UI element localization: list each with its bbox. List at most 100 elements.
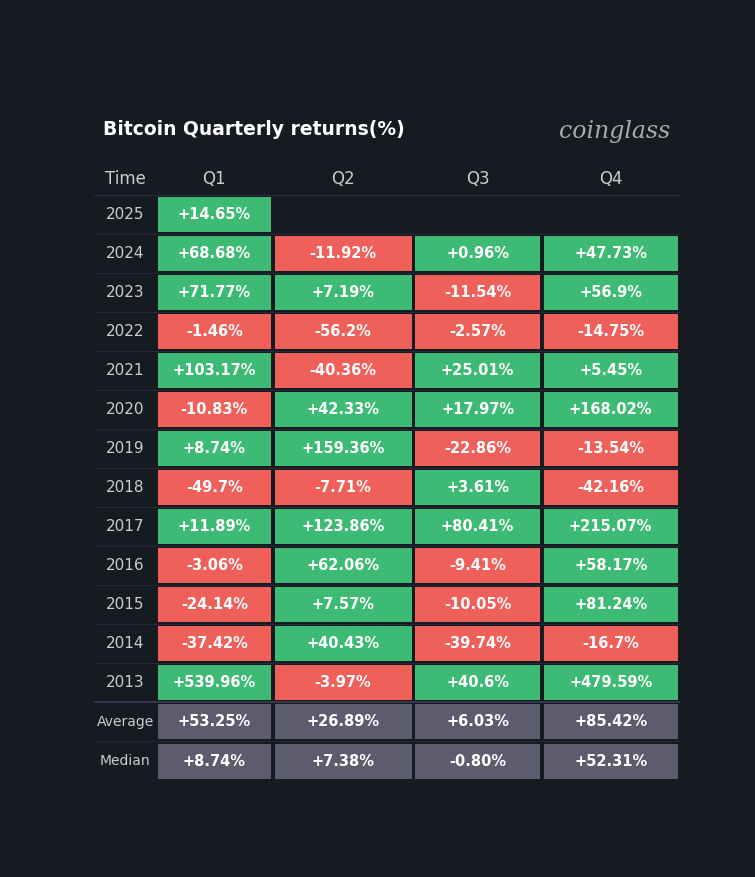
FancyBboxPatch shape (415, 275, 541, 310)
Text: 2014: 2014 (106, 637, 144, 652)
FancyBboxPatch shape (415, 510, 541, 545)
FancyBboxPatch shape (415, 470, 541, 505)
Text: coinglass: coinglass (559, 120, 670, 143)
Text: +81.24%: +81.24% (574, 597, 647, 612)
FancyBboxPatch shape (415, 392, 541, 427)
Text: +85.42%: +85.42% (574, 715, 647, 730)
Text: 2015: 2015 (106, 597, 144, 612)
FancyBboxPatch shape (415, 431, 541, 467)
Text: Q2: Q2 (331, 170, 355, 188)
FancyBboxPatch shape (544, 548, 678, 583)
FancyBboxPatch shape (415, 548, 541, 583)
Text: +40.43%: +40.43% (307, 637, 380, 652)
Text: +103.17%: +103.17% (173, 363, 256, 378)
Text: -24.14%: -24.14% (181, 597, 248, 612)
Text: +0.96%: +0.96% (446, 246, 509, 261)
FancyBboxPatch shape (158, 626, 271, 661)
Text: Q3: Q3 (466, 170, 489, 188)
FancyBboxPatch shape (275, 626, 411, 661)
Text: -10.05%: -10.05% (444, 597, 511, 612)
FancyBboxPatch shape (544, 510, 678, 545)
Text: +14.65%: +14.65% (177, 207, 251, 222)
Text: +42.33%: +42.33% (307, 403, 380, 417)
FancyBboxPatch shape (275, 392, 411, 427)
Text: -3.06%: -3.06% (186, 559, 243, 574)
Text: +8.74%: +8.74% (183, 753, 246, 768)
Text: +68.68%: +68.68% (177, 246, 251, 261)
FancyBboxPatch shape (415, 626, 541, 661)
Text: +52.31%: +52.31% (574, 753, 647, 768)
Text: 2019: 2019 (106, 441, 144, 456)
Text: +53.25%: +53.25% (177, 715, 251, 730)
Text: -13.54%: -13.54% (577, 441, 644, 456)
FancyBboxPatch shape (415, 744, 541, 779)
FancyBboxPatch shape (275, 431, 411, 467)
Text: +80.41%: +80.41% (441, 519, 514, 534)
Text: +7.19%: +7.19% (312, 285, 374, 300)
Text: +62.06%: +62.06% (307, 559, 380, 574)
Text: -11.92%: -11.92% (310, 246, 377, 261)
FancyBboxPatch shape (275, 666, 411, 701)
Text: -14.75%: -14.75% (577, 324, 644, 339)
FancyBboxPatch shape (158, 275, 271, 310)
Text: -22.86%: -22.86% (444, 441, 511, 456)
Text: -1.46%: -1.46% (186, 324, 243, 339)
Text: +11.89%: +11.89% (177, 519, 251, 534)
FancyBboxPatch shape (415, 314, 541, 349)
FancyBboxPatch shape (275, 470, 411, 505)
FancyBboxPatch shape (544, 236, 678, 271)
FancyBboxPatch shape (415, 588, 541, 623)
Text: Q4: Q4 (599, 170, 623, 188)
Text: +215.07%: +215.07% (569, 519, 652, 534)
FancyBboxPatch shape (544, 431, 678, 467)
FancyBboxPatch shape (158, 666, 271, 701)
Text: +58.17%: +58.17% (574, 559, 648, 574)
FancyBboxPatch shape (275, 588, 411, 623)
FancyBboxPatch shape (158, 197, 271, 232)
Text: -3.97%: -3.97% (315, 675, 371, 690)
Text: -2.57%: -2.57% (449, 324, 506, 339)
Text: Median: Median (100, 754, 150, 768)
Text: -42.16%: -42.16% (578, 481, 644, 496)
FancyBboxPatch shape (415, 236, 541, 271)
FancyBboxPatch shape (158, 353, 271, 389)
FancyBboxPatch shape (544, 392, 678, 427)
FancyBboxPatch shape (158, 704, 271, 739)
Text: -56.2%: -56.2% (315, 324, 371, 339)
Text: +6.03%: +6.03% (446, 715, 509, 730)
Text: -39.74%: -39.74% (444, 637, 511, 652)
Text: +17.97%: +17.97% (441, 403, 514, 417)
Text: 2024: 2024 (106, 246, 144, 261)
Text: -40.36%: -40.36% (310, 363, 377, 378)
FancyBboxPatch shape (275, 548, 411, 583)
FancyBboxPatch shape (544, 470, 678, 505)
FancyBboxPatch shape (275, 744, 411, 779)
Text: +7.38%: +7.38% (312, 753, 374, 768)
Text: Bitcoin Quarterly returns(%): Bitcoin Quarterly returns(%) (103, 120, 405, 139)
FancyBboxPatch shape (275, 353, 411, 389)
FancyBboxPatch shape (158, 744, 271, 779)
Text: +5.45%: +5.45% (579, 363, 643, 378)
Text: +159.36%: +159.36% (301, 441, 385, 456)
Text: -16.7%: -16.7% (582, 637, 639, 652)
FancyBboxPatch shape (275, 314, 411, 349)
Text: +56.9%: +56.9% (579, 285, 643, 300)
Text: 2025: 2025 (106, 207, 144, 222)
Text: Average: Average (97, 715, 154, 729)
FancyBboxPatch shape (415, 704, 541, 739)
FancyBboxPatch shape (158, 314, 271, 349)
FancyBboxPatch shape (544, 353, 678, 389)
Text: +47.73%: +47.73% (575, 246, 647, 261)
FancyBboxPatch shape (415, 666, 541, 701)
Text: -7.71%: -7.71% (315, 481, 371, 496)
Text: 2018: 2018 (106, 481, 144, 496)
Text: +26.89%: +26.89% (307, 715, 380, 730)
Text: -0.80%: -0.80% (449, 753, 506, 768)
Text: -11.54%: -11.54% (444, 285, 511, 300)
Text: +7.57%: +7.57% (312, 597, 374, 612)
Text: 2023: 2023 (106, 285, 144, 300)
Text: +123.86%: +123.86% (301, 519, 385, 534)
FancyBboxPatch shape (544, 588, 678, 623)
Text: +168.02%: +168.02% (569, 403, 652, 417)
Text: -9.41%: -9.41% (449, 559, 506, 574)
